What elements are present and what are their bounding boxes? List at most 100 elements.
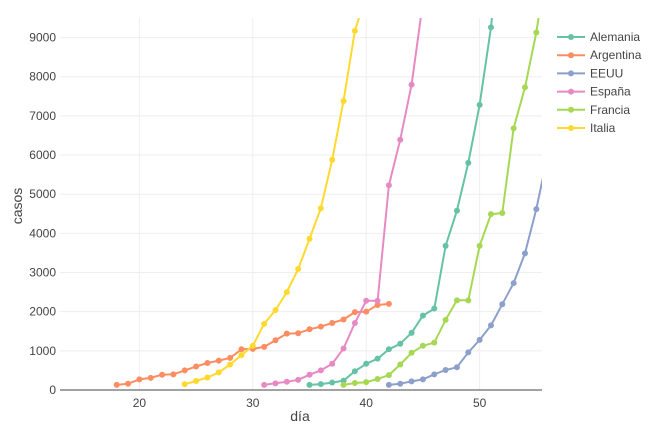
data-point[interactable] <box>533 206 540 213</box>
data-point[interactable] <box>295 266 302 273</box>
data-point[interactable] <box>215 357 222 364</box>
data-point[interactable] <box>351 320 358 327</box>
data-point[interactable] <box>476 101 483 108</box>
data-point[interactable] <box>476 336 483 343</box>
data-point[interactable] <box>442 367 449 374</box>
legend-item-españa[interactable]: España <box>557 85 631 99</box>
data-point[interactable] <box>419 342 426 349</box>
legend-item-alemania[interactable]: Alemania <box>557 30 640 44</box>
data-point[interactable] <box>499 301 506 308</box>
data-point[interactable] <box>306 326 313 333</box>
data-point[interactable] <box>261 320 268 327</box>
data-point[interactable] <box>238 352 245 359</box>
data-point[interactable] <box>510 125 517 132</box>
data-point[interactable] <box>545 152 551 158</box>
data-point[interactable] <box>351 368 358 375</box>
data-point[interactable] <box>193 377 200 384</box>
data-point[interactable] <box>397 380 404 387</box>
data-point[interactable] <box>499 210 506 217</box>
data-point[interactable] <box>272 380 279 387</box>
data-point[interactable] <box>329 156 336 163</box>
data-point[interactable] <box>272 337 279 344</box>
data-point[interactable] <box>487 211 494 218</box>
data-point[interactable] <box>238 346 245 353</box>
data-point[interactable] <box>215 369 222 376</box>
data-point[interactable] <box>204 374 211 381</box>
data-point[interactable] <box>329 320 336 327</box>
data-point[interactable] <box>487 322 494 329</box>
data-point[interactable] <box>385 372 392 379</box>
data-point[interactable] <box>510 280 517 287</box>
data-point[interactable] <box>136 376 143 383</box>
data-point[interactable] <box>442 242 449 249</box>
data-point[interactable] <box>181 381 188 388</box>
data-point[interactable] <box>385 381 392 388</box>
data-point[interactable] <box>419 312 426 319</box>
legend-item-argentina[interactable]: Argentina <box>557 48 642 62</box>
data-point[interactable] <box>317 367 324 374</box>
data-point[interactable] <box>306 381 313 388</box>
data-point[interactable] <box>431 371 438 378</box>
data-point[interactable] <box>408 329 415 336</box>
data-point[interactable] <box>340 377 347 384</box>
data-point[interactable] <box>374 297 381 304</box>
data-point[interactable] <box>340 381 347 388</box>
data-point[interactable] <box>397 361 404 368</box>
data-point[interactable] <box>487 24 494 31</box>
data-point[interactable] <box>159 371 166 378</box>
data-point[interactable] <box>329 360 336 367</box>
data-point[interactable] <box>317 381 324 388</box>
data-point[interactable] <box>453 207 460 214</box>
data-point[interactable] <box>408 349 415 356</box>
data-point[interactable] <box>419 376 426 383</box>
data-point[interactable] <box>385 182 392 189</box>
data-point[interactable] <box>306 235 313 242</box>
data-point[interactable] <box>397 340 404 347</box>
data-point[interactable] <box>465 159 472 166</box>
data-point[interactable] <box>374 302 381 309</box>
data-point[interactable] <box>306 371 313 378</box>
data-point[interactable] <box>431 305 438 312</box>
data-point[interactable] <box>283 378 290 385</box>
legend-item-italia[interactable]: Italia <box>557 121 616 135</box>
data-point[interactable] <box>453 297 460 304</box>
data-point[interactable] <box>363 360 370 367</box>
data-point[interactable] <box>476 242 483 249</box>
data-point[interactable] <box>374 355 381 362</box>
data-point[interactable] <box>317 205 324 212</box>
data-point[interactable] <box>125 380 132 387</box>
data-point[interactable] <box>261 381 268 388</box>
data-point[interactable] <box>249 342 256 349</box>
data-point[interactable] <box>317 323 324 330</box>
data-point[interactable] <box>397 136 404 143</box>
data-point[interactable] <box>340 316 347 323</box>
data-point[interactable] <box>408 378 415 385</box>
data-point[interactable] <box>295 330 302 337</box>
data-point[interactable] <box>363 297 370 304</box>
data-point[interactable] <box>420 0 426 5</box>
data-point[interactable] <box>465 297 472 304</box>
data-point[interactable] <box>193 363 200 370</box>
data-point[interactable] <box>374 376 381 383</box>
data-point[interactable] <box>521 250 528 257</box>
legend-item-eeuu[interactable]: EEUU <box>557 66 623 80</box>
data-point[interactable] <box>261 343 268 350</box>
data-point[interactable] <box>227 354 234 361</box>
data-point[interactable] <box>442 316 449 323</box>
data-point[interactable] <box>170 371 177 378</box>
data-point[interactable] <box>295 376 302 383</box>
data-point[interactable] <box>340 345 347 352</box>
data-point[interactable] <box>521 84 528 91</box>
data-point[interactable] <box>453 364 460 371</box>
data-point[interactable] <box>227 361 234 368</box>
data-point[interactable] <box>204 359 211 366</box>
data-point[interactable] <box>340 98 347 105</box>
data-point[interactable] <box>533 29 540 36</box>
data-point[interactable] <box>181 367 188 374</box>
data-point[interactable] <box>351 379 358 386</box>
data-point[interactable] <box>113 381 120 388</box>
data-point[interactable] <box>147 374 154 381</box>
data-point[interactable] <box>283 330 290 337</box>
data-point[interactable] <box>408 81 415 88</box>
data-point[interactable] <box>363 308 370 315</box>
